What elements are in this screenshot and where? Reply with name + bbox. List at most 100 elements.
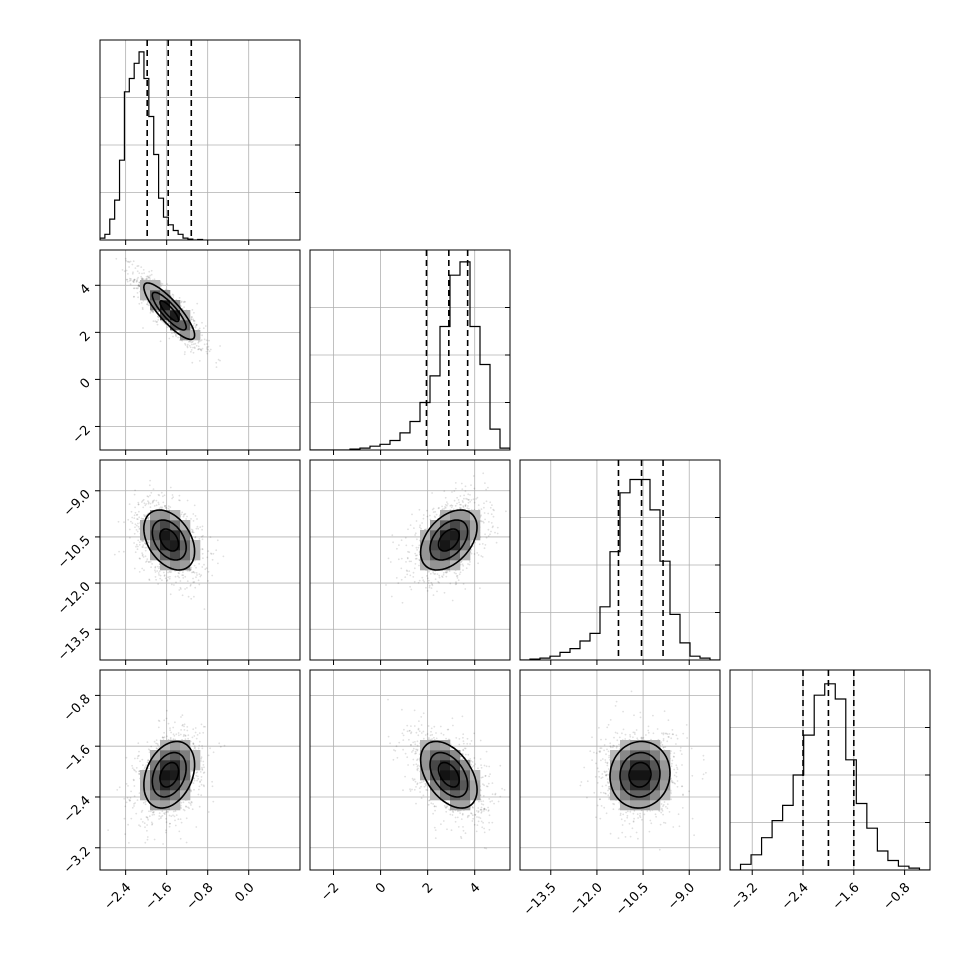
scatter-point bbox=[137, 265, 140, 267]
scatter-point bbox=[192, 531, 195, 534]
scatter-point bbox=[146, 278, 149, 280]
scatter-point bbox=[481, 556, 484, 558]
y-tick-label: −10.5 bbox=[55, 533, 94, 572]
scatter-point bbox=[196, 734, 199, 736]
scatter-point bbox=[217, 562, 219, 565]
scatter-point bbox=[135, 529, 138, 531]
density-cell bbox=[150, 760, 161, 771]
scatter-point bbox=[194, 727, 197, 729]
scatter-point bbox=[147, 502, 150, 505]
scatter-point bbox=[137, 503, 140, 506]
scatter-point bbox=[197, 345, 200, 348]
scatter-point bbox=[190, 800, 193, 803]
scatter-point bbox=[418, 564, 420, 567]
scatter-point bbox=[141, 553, 144, 556]
scatter-point bbox=[123, 521, 125, 524]
y-tick-label: −3.2 bbox=[61, 844, 94, 877]
contour-line bbox=[437, 528, 460, 552]
scatter-point bbox=[446, 503, 449, 505]
scatter-point bbox=[480, 812, 483, 814]
scatter-point bbox=[140, 275, 143, 278]
scatter-point bbox=[138, 824, 140, 826]
scatter-point bbox=[185, 805, 187, 808]
density-cell bbox=[140, 520, 151, 531]
scatter-point bbox=[141, 278, 144, 281]
scatter-point bbox=[127, 273, 129, 275]
scatter-point bbox=[154, 569, 156, 572]
scatter-point bbox=[118, 786, 121, 789]
scatter-point bbox=[146, 741, 149, 743]
scatter-point bbox=[434, 573, 437, 575]
scatter-point bbox=[143, 502, 146, 505]
scatter-point bbox=[438, 581, 440, 584]
scatter-point bbox=[186, 587, 188, 589]
scatter-point bbox=[195, 324, 198, 326]
scatter-point bbox=[164, 505, 167, 507]
scatter-point bbox=[209, 536, 212, 538]
scatter-point bbox=[484, 518, 486, 521]
panel-0-0 bbox=[99, 39, 301, 245]
scatter-point bbox=[172, 814, 174, 817]
panel-plot-area bbox=[310, 250, 510, 450]
scatter-point bbox=[166, 579, 169, 581]
contour-line bbox=[159, 761, 180, 788]
scatter-point bbox=[416, 554, 418, 557]
scatter-point bbox=[178, 297, 181, 299]
contour-line bbox=[151, 291, 188, 331]
scatter-point bbox=[449, 582, 452, 585]
scatter-point bbox=[418, 526, 421, 529]
scatter-point bbox=[164, 813, 166, 815]
scatter-point bbox=[134, 551, 137, 554]
scatter-point bbox=[464, 588, 467, 590]
scatter-point bbox=[141, 306, 144, 309]
scatter-point bbox=[161, 320, 164, 323]
scatter-point bbox=[186, 499, 189, 502]
density-cell bbox=[160, 800, 171, 811]
scatter-point bbox=[159, 577, 162, 580]
scatter-point bbox=[162, 571, 165, 574]
scatter-point bbox=[469, 494, 471, 496]
scatter-point bbox=[199, 526, 202, 528]
scatter-point bbox=[174, 575, 177, 578]
scatter-point bbox=[211, 574, 214, 577]
scatter-point bbox=[397, 558, 400, 561]
scatter-point bbox=[190, 350, 192, 353]
scatter-point bbox=[183, 733, 185, 736]
scatter-point bbox=[167, 507, 170, 510]
density-cell bbox=[460, 530, 471, 541]
scatter-point bbox=[198, 347, 201, 350]
scatter-point bbox=[487, 528, 490, 531]
scatter-point bbox=[131, 764, 134, 767]
scatter-point bbox=[191, 808, 194, 811]
scatter-point bbox=[406, 570, 409, 572]
scatter-point bbox=[182, 577, 185, 579]
scatter-point bbox=[425, 528, 427, 531]
scatter-point bbox=[148, 578, 151, 581]
scatter-point bbox=[448, 570, 451, 572]
scatter-point bbox=[426, 733, 429, 735]
scatter-point bbox=[192, 343, 195, 346]
scatter-point bbox=[427, 582, 430, 584]
scatter-point bbox=[130, 510, 133, 513]
scatter-point bbox=[460, 835, 462, 838]
scatter-point bbox=[135, 281, 138, 283]
scatter-point bbox=[195, 737, 198, 740]
scatter-point bbox=[144, 515, 147, 518]
density-cell bbox=[140, 780, 151, 791]
scatter-point bbox=[155, 578, 158, 581]
scatter-point bbox=[188, 801, 190, 804]
scatter-point bbox=[147, 516, 150, 519]
scatter-point bbox=[215, 361, 218, 364]
scatter-point bbox=[422, 517, 425, 520]
scatter-point bbox=[200, 794, 203, 797]
scatter-point bbox=[455, 582, 458, 585]
scatter-point bbox=[138, 571, 141, 573]
scatter-point bbox=[146, 495, 149, 498]
scatter-point bbox=[483, 502, 485, 505]
scatter-point bbox=[171, 332, 173, 334]
scatter-point bbox=[163, 812, 166, 815]
scatter-point bbox=[422, 794, 425, 797]
scatter-point bbox=[414, 534, 416, 536]
y-tick-label: −12.0 bbox=[55, 579, 94, 618]
panel-frame bbox=[99, 459, 301, 661]
